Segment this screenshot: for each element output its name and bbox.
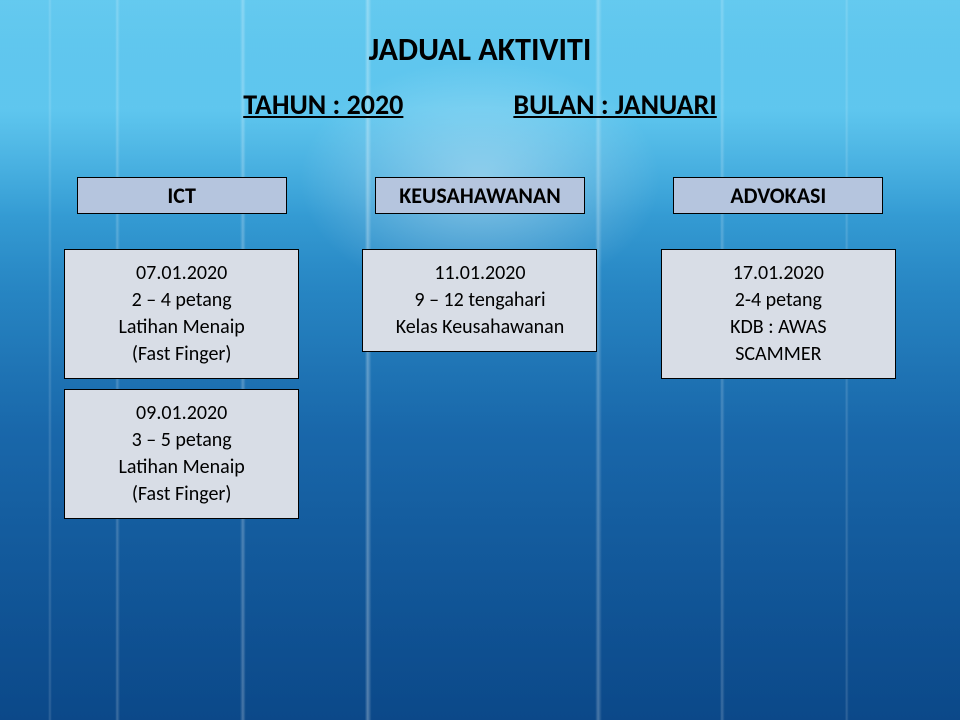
- event-line1: KDB : AWAS: [670, 314, 887, 341]
- event-box: 11.01.2020 9 – 12 tengahari Kelas Keusah…: [362, 249, 597, 352]
- event-box: 09.01.2020 3 – 5 petang Latihan Menaip (…: [64, 389, 299, 519]
- event-date: 17.01.2020: [670, 260, 887, 287]
- column-advokasi: ADVOKASI 17.01.2020 2-4 petang KDB : AWA…: [657, 177, 900, 529]
- event-time: 3 – 5 petang: [73, 427, 290, 454]
- subheader-row: TAHUN : 2020 BULAN : JANUARI: [50, 87, 910, 122]
- content-area: JADUAL AKTIVITI TAHUN : 2020 BULAN : JAN…: [0, 0, 960, 720]
- column-keusahawanan: KEUSAHAWANAN 11.01.2020 9 – 12 tengahari…: [358, 177, 601, 529]
- column-header-ict: ICT: [77, 177, 287, 214]
- column-header-keusahawanan: KEUSAHAWANAN: [375, 177, 585, 214]
- event-line1: Kelas Keusahawanan: [371, 314, 588, 341]
- columns-container: ICT 07.01.2020 2 – 4 petang Latihan Mena…: [50, 177, 910, 529]
- event-date: 09.01.2020: [73, 400, 290, 427]
- column-header-advokasi: ADVOKASI: [673, 177, 883, 214]
- event-time: 9 – 12 tengahari: [371, 287, 588, 314]
- event-line1: Latihan Menaip: [73, 454, 290, 481]
- event-box: 17.01.2020 2-4 petang KDB : AWAS SCAMMER: [661, 249, 896, 379]
- event-line2: SCAMMER: [670, 341, 887, 368]
- event-line2: (Fast Finger): [73, 481, 290, 508]
- event-date: 07.01.2020: [73, 260, 290, 287]
- event-box: 07.01.2020 2 – 4 petang Latihan Menaip (…: [64, 249, 299, 379]
- column-ict: ICT 07.01.2020 2 – 4 petang Latihan Mena…: [60, 177, 303, 529]
- event-time: 2 – 4 petang: [73, 287, 290, 314]
- event-line2: (Fast Finger): [73, 341, 290, 368]
- month-label: BULAN : JANUARI: [513, 87, 716, 122]
- event-time: 2-4 petang: [670, 287, 887, 314]
- main-title: JADUAL AKTIVITI: [50, 30, 910, 69]
- year-label: TAHUN : 2020: [243, 87, 403, 122]
- event-line1: Latihan Menaip: [73, 314, 290, 341]
- event-date: 11.01.2020: [371, 260, 588, 287]
